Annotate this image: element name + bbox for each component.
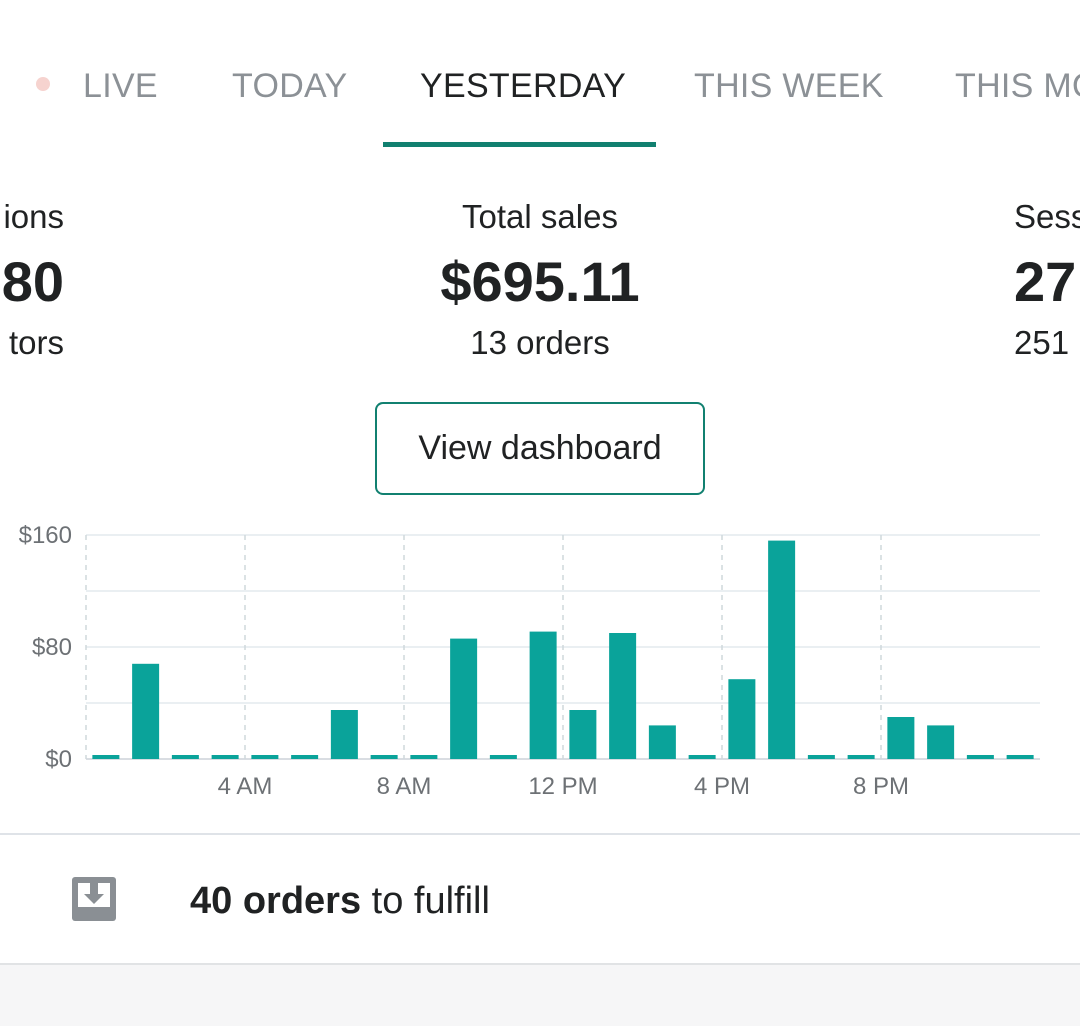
- orders-count: 40 orders: [190, 880, 362, 922]
- bar: [330, 710, 358, 759]
- live-dot-icon: [36, 77, 50, 91]
- bar: [171, 755, 199, 759]
- metric-label: Sess: [1014, 198, 1080, 235]
- bar: [410, 755, 438, 759]
- bar: [728, 679, 756, 759]
- metric-value: 27: [1014, 250, 1077, 313]
- view-dashboard-button[interactable]: View dashboard: [375, 402, 705, 495]
- tab-today[interactable]: TODAY: [232, 67, 348, 105]
- y-tick-label: $80: [32, 634, 72, 661]
- bar: [92, 755, 120, 759]
- bar: [251, 755, 279, 759]
- period-tabs: LIVE TODAY YESTERDAY THIS WEEK THIS MO: [0, 0, 1080, 150]
- sales-chart: $0 $80 $160 4 AM 8 AM 12 PM 4 PM 8 PM: [0, 500, 1080, 820]
- orders-to-fulfill-row[interactable]: 40 orders to fulfill: [0, 835, 1080, 963]
- download-inbox-icon: [72, 877, 116, 921]
- bar: [569, 710, 597, 759]
- bar: [807, 755, 835, 759]
- bar: [529, 631, 557, 759]
- metric-value: $695.11: [440, 250, 640, 313]
- x-tick-label: 4 AM: [218, 773, 273, 800]
- x-tick-label: 8 AM: [377, 773, 432, 800]
- bar: [887, 717, 915, 759]
- bar: [768, 540, 796, 759]
- metric-label: Total sales: [462, 198, 618, 235]
- x-tick-label: 8 PM: [853, 773, 909, 800]
- orders-to-fulfill-text: 40 orders to fulfill: [190, 875, 490, 927]
- metric-subtext: 13 orders: [470, 324, 610, 361]
- bar: [847, 755, 875, 759]
- bar: [927, 725, 955, 759]
- tab-live[interactable]: LIVE: [83, 67, 158, 105]
- tab-this-month[interactable]: THIS MO: [955, 67, 1080, 105]
- metric-label: ions: [3, 198, 64, 235]
- metric-sessions[interactable]: Sess 27 251: [1014, 190, 1080, 366]
- bar: [132, 663, 160, 759]
- bottom-area: [0, 963, 1080, 1026]
- sales-bar-chart: $0 $80 $160 4 AM 8 AM 12 PM 4 PM 8 PM: [19, 522, 1040, 800]
- metric-subtext: 251: [1014, 324, 1070, 361]
- active-tab-indicator: [383, 142, 656, 147]
- bar: [450, 638, 478, 759]
- metric-total-sales[interactable]: Total sales $695.11 13 orders: [340, 190, 740, 366]
- bar: [648, 725, 676, 759]
- x-tick-label: 12 PM: [528, 773, 597, 800]
- tab-yesterday[interactable]: YESTERDAY: [420, 67, 627, 105]
- y-tick-label: $160: [19, 522, 72, 549]
- bar: [291, 755, 319, 759]
- bar: [489, 755, 517, 759]
- divider: [0, 833, 1080, 835]
- bar: [1006, 755, 1034, 759]
- y-tick-label: $0: [45, 746, 72, 773]
- bar: [609, 633, 637, 759]
- bar: [211, 755, 239, 759]
- metric-value: 80: [1, 250, 64, 313]
- metric-conversions[interactable]: ions 80 tors: [0, 190, 64, 366]
- x-tick-label: 4 PM: [694, 773, 750, 800]
- bar: [688, 755, 716, 759]
- metric-subtext: tors: [8, 324, 64, 361]
- tab-this-week[interactable]: THIS WEEK: [694, 67, 884, 105]
- bar: [966, 755, 994, 759]
- bar: [370, 755, 398, 759]
- orders-suffix: to fulfill: [361, 880, 490, 922]
